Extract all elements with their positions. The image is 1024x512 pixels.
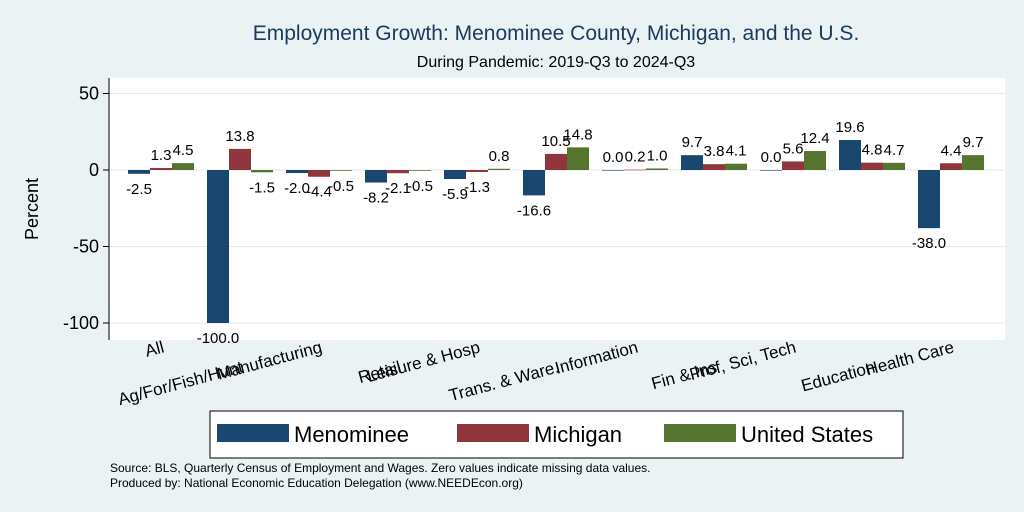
bar-united-states-fin-ins [725,163,747,170]
bar-michigan-trans-ware [545,153,567,170]
data-label: 4.4 [941,142,962,159]
bars [128,140,984,323]
data-label: 5.6 [783,140,804,157]
bar-michigan-education [861,162,883,170]
y-tick-label: -50 [73,237,99,257]
legend: Menominee Michigan United States [209,410,904,459]
bar-menominee-information [602,170,624,171]
legend-label-united-states: United States [741,422,873,447]
bar-united-states-ag-for-fish-hunt [251,170,273,173]
data-label: -4.4 [306,184,332,201]
bar-michigan-all [150,168,172,170]
data-label: -16.6 [517,202,551,219]
data-label: 1.0 [647,147,668,164]
y-axis-label: Percent [22,178,42,240]
data-label: 10.5 [541,133,570,150]
data-label: 4.7 [884,142,905,159]
bar-michigan-health-care [940,163,962,170]
y-axis: 50 0 -50 -100 [63,78,110,340]
data-label: 3.8 [704,143,725,160]
bar-united-states-leisure-hosp [488,168,510,170]
y-tick-label: -100 [63,313,99,333]
bar-michigan-retail [387,170,409,174]
data-label: 13.8 [225,128,254,145]
plot-area [109,78,1005,340]
legend-swatch-menominee [217,424,289,442]
bar-united-states-prof-sci-tech [804,151,826,170]
bar-menominee-all [128,170,150,174]
data-label: -5.9 [442,186,468,203]
data-label: 1.3 [151,147,172,164]
data-label: -1.5 [249,179,275,196]
category-label-prof-sci-tech: Prof, Sci, Tech [688,338,798,385]
data-label: 4.1 [726,143,747,160]
data-label: 0.8 [489,148,510,165]
bar-menominee-trans-ware [523,170,545,196]
chart-title: Employment Growth: Menominee County, Mic… [253,22,860,45]
data-label: 0.2 [625,149,646,166]
legend-swatch-united-states [664,424,736,442]
data-labels: -2.51.3 4.5-100.013.8-1.5 -2.0-4.4-0.5-8.2… [126,119,983,347]
bar-menominee-education [839,140,861,170]
data-label: -38.0 [912,235,946,252]
bar-menominee-retail [365,170,387,183]
data-label: -2.1 [385,180,411,197]
legend-swatch-michigan [457,424,529,442]
data-label: 9.7 [682,134,703,151]
data-label: -0.5 [407,178,433,195]
data-label: 19.6 [835,119,864,136]
legend-label-menominee: Menominee [294,422,409,447]
y-tick-label: 0 [89,160,99,180]
data-label: 14.8 [563,126,592,143]
data-label: -1.3 [464,179,490,196]
bar-menominee-ag-for-fish-hunt [207,170,229,323]
legend-label-michigan: Michigan [534,422,622,447]
bar-united-states-trans-ware [567,147,589,170]
bar-menominee-health-care [918,170,940,229]
data-label: -100.0 [197,330,240,347]
data-label: -2.5 [126,181,152,198]
bar-united-states-information [646,168,668,170]
bar-michigan-leisure-hosp [466,170,488,172]
data-label: 0.0 [761,149,782,166]
category-label-all: All [143,338,166,361]
data-label: 4.5 [173,142,194,159]
data-label: -2.0 [284,180,310,197]
produced-note: Produced by: National Economic Education… [110,476,523,490]
data-label: 9.7 [963,134,984,151]
bar-menominee-leisure-hosp [444,170,466,180]
bar-michigan-information [624,169,646,171]
chart-subtitle: During Pandemic: 2019-Q3 to 2024-Q3 [417,54,695,71]
bar-united-states-health-care [962,155,984,170]
data-label: 12.4 [800,130,829,147]
category-label-information: Information [553,338,640,378]
bar-michigan-fin-ins [703,164,725,170]
bar-menominee-prof-sci-tech [760,170,782,171]
data-label: 0.0 [603,149,624,166]
category-label-trans-ware: Trans. & Ware. [447,358,561,406]
data-label: 4.8 [862,142,883,159]
source-note: Source: BLS, Quarterly Census of Employm… [110,461,650,475]
bar-menominee-manufacturing [286,170,308,174]
legend-box [209,410,904,459]
bar-michigan-manufacturing [308,170,330,177]
bar-united-states-education [883,162,905,170]
bar-united-states-retail [409,170,431,171]
category-label-health-care: Health Care [863,338,956,380]
y-tick-label: 50 [79,84,99,104]
data-label: -0.5 [328,178,354,195]
bar-michigan-ag-for-fish-hunt [229,148,251,170]
bar-united-states-manufacturing [330,170,352,171]
bar-michigan-prof-sci-tech [782,161,804,170]
bar-united-states-all [172,163,194,170]
bar-menominee-fin-ins [681,155,703,170]
data-label: -8.2 [363,190,389,207]
